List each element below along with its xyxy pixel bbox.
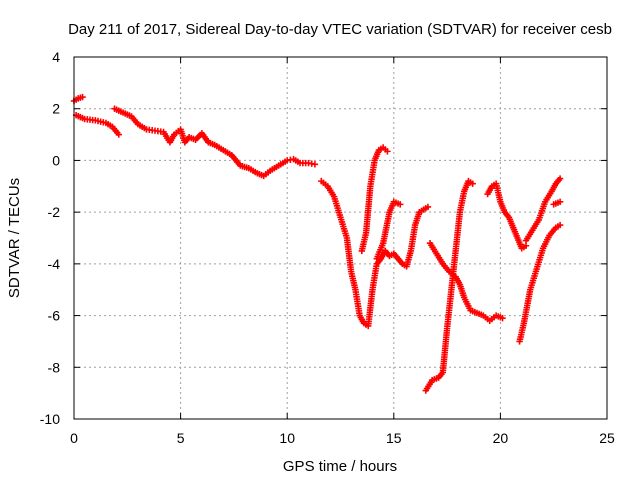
data-point	[311, 161, 319, 168]
series-seg-l	[550, 198, 564, 208]
series-seg-k	[516, 221, 564, 345]
series-seg-i	[484, 180, 530, 252]
y-tick-label: -2	[48, 204, 61, 220]
x-tick-label: 10	[279, 430, 295, 446]
x-tick-labels: 0 5 10 15 20 25	[70, 430, 615, 446]
plot-frame	[73, 56, 608, 420]
y-axis-label: SDTVAR / TECUs	[6, 178, 23, 298]
y-tick-label: -8	[48, 359, 61, 375]
series-seg-g	[422, 177, 476, 394]
data-point	[556, 175, 564, 182]
data-point	[556, 198, 564, 205]
x-tick-label: 25	[599, 430, 615, 446]
data-points	[70, 93, 564, 394]
data-point	[384, 148, 391, 155]
series-seg-f	[373, 198, 404, 262]
series-seg-e	[358, 144, 391, 255]
series-seg-b	[72, 111, 122, 138]
y-tick-label: 2	[52, 101, 60, 117]
data-point	[499, 314, 506, 322]
data-point	[115, 131, 122, 138]
y-tick-labels: 4 2 0 -2 -4 -6 -8 -10	[40, 49, 60, 427]
series-seg-d	[318, 177, 432, 330]
series-seg-j	[522, 175, 564, 244]
y-tick-label: 0	[52, 152, 60, 168]
data-point	[424, 203, 432, 211]
data-point	[556, 221, 564, 229]
x-tick-label: 0	[70, 430, 78, 446]
data-point	[469, 180, 476, 187]
chart-title: Day 211 of 2017, Sidereal Day-to-day VTE…	[68, 21, 612, 38]
series-seg-h	[426, 239, 506, 324]
series-seg-c	[111, 105, 319, 180]
x-tick-label: 5	[177, 430, 185, 446]
data-point	[79, 93, 86, 101]
x-tick-label: 20	[493, 430, 509, 446]
data-point	[396, 201, 404, 208]
y-tick-label: -10	[40, 411, 60, 427]
y-tick-label: -4	[48, 256, 61, 272]
x-tick-label: 15	[386, 430, 402, 446]
y-tick-label: -6	[48, 308, 61, 324]
series-seg-a	[70, 93, 86, 105]
x-axis-label: GPS time / hours	[283, 458, 397, 475]
y-tick-label: 4	[52, 49, 60, 65]
